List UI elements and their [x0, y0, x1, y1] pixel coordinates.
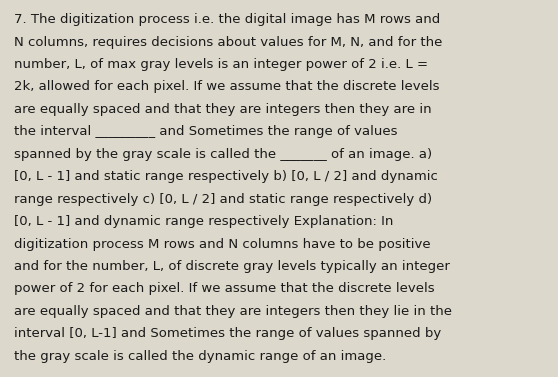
- Text: N columns, requires decisions about values for M, N, and for the: N columns, requires decisions about valu…: [14, 36, 442, 49]
- Text: 7. The digitization process i.e. the digital image has M rows and: 7. The digitization process i.e. the dig…: [14, 13, 440, 26]
- Text: digitization process M rows and N columns have to be positive: digitization process M rows and N column…: [14, 238, 431, 250]
- Text: are equally spaced and that they are integers then they are in: are equally spaced and that they are int…: [14, 103, 431, 116]
- Text: are equally spaced and that they are integers then they lie in the: are equally spaced and that they are int…: [14, 305, 452, 318]
- Text: spanned by the gray scale is called the _______ of an image. a): spanned by the gray scale is called the …: [14, 148, 432, 161]
- Text: [0, L - 1] and dynamic range respectively Explanation: In: [0, L - 1] and dynamic range respectivel…: [14, 215, 393, 228]
- Text: [0, L - 1] and static range respectively b) [0, L / 2] and dynamic: [0, L - 1] and static range respectively…: [14, 170, 438, 183]
- Text: and for the number, L, of discrete gray levels typically an integer: and for the number, L, of discrete gray …: [14, 260, 450, 273]
- Text: range respectively c) [0, L / 2] and static range respectively d): range respectively c) [0, L / 2] and sta…: [14, 193, 432, 205]
- Text: the gray scale is called the dynamic range of an image.: the gray scale is called the dynamic ran…: [14, 350, 386, 363]
- Text: 2k, allowed for each pixel. If we assume that the discrete levels: 2k, allowed for each pixel. If we assume…: [14, 81, 440, 93]
- Text: power of 2 for each pixel. If we assume that the discrete levels: power of 2 for each pixel. If we assume …: [14, 282, 435, 295]
- Text: the interval _________ and Sometimes the range of values: the interval _________ and Sometimes the…: [14, 126, 397, 138]
- Text: number, L, of max gray levels is an integer power of 2 i.e. L =: number, L, of max gray levels is an inte…: [14, 58, 428, 71]
- Text: interval [0, L-1] and Sometimes the range of values spanned by: interval [0, L-1] and Sometimes the rang…: [14, 327, 441, 340]
